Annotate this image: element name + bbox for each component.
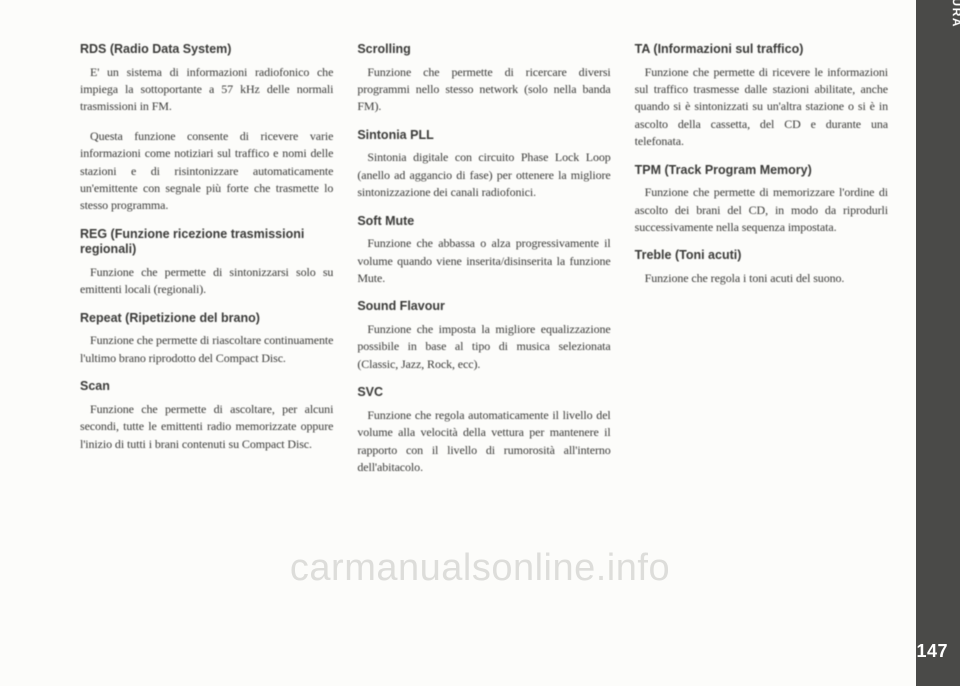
section-heading: RDS (Radio Data System) <box>80 42 333 58</box>
section-heading: Scrolling <box>357 42 610 58</box>
body-paragraph: Funzione che permette di ricercare diver… <box>357 64 610 116</box>
body-paragraph: Sintonia digitale con circuito Phase Loc… <box>357 149 610 201</box>
body-paragraph: Funzione che permette di ricevere le inf… <box>635 64 888 151</box>
section-heading: Soft Mute <box>357 214 610 230</box>
manual-page: RDS (Radio Data System) E' un sistema di … <box>0 0 960 686</box>
content-columns: RDS (Radio Data System) E' un sistema di … <box>80 42 888 488</box>
section-heading: Repeat (Ripetizione del brano) <box>80 311 333 327</box>
section-heading: Scan <box>80 379 333 395</box>
section-heading: Treble (Toni acuti) <box>635 248 888 264</box>
section-heading: SVC <box>357 385 610 401</box>
section-heading: TA (Informazioni sul traffico) <box>635 42 888 58</box>
page-number: 147 <box>916 641 948 662</box>
section-heading: TPM (Track Program Memory) <box>635 163 888 179</box>
body-paragraph: Funzione che regola automaticamente il l… <box>357 407 610 477</box>
body-paragraph: Funzione che permette di sintonizzarsi s… <box>80 264 333 299</box>
body-paragraph: Funzione che permette di ascoltare, per … <box>80 401 333 453</box>
column-right: TA (Informazioni sul traffico) Funzione c… <box>635 42 888 488</box>
section-heading: Sintonia PLL <box>357 128 610 144</box>
section-heading: Sound Flavour <box>357 299 610 315</box>
body-paragraph: Funzione che permette di memorizzare l'o… <box>635 184 888 236</box>
body-paragraph: Funzione che regola i toni acuti del suo… <box>635 270 888 287</box>
body-paragraph: Funzione che permette di riascoltare con… <box>80 332 333 367</box>
body-paragraph: Funzione che abbassa o alza progressivam… <box>357 235 610 287</box>
column-middle: Scrolling Funzione che permette di ricerc… <box>357 42 610 488</box>
column-left: RDS (Radio Data System) E' un sistema di … <box>80 42 333 488</box>
sidebar-label: CONOSCENZA DELLA VETTURA <box>950 0 960 28</box>
body-paragraph: Funzione che imposta la migliore equaliz… <box>357 321 610 373</box>
body-paragraph: E' un sistema di informazioni radiofonic… <box>80 64 333 116</box>
sidebar-tab: CONOSCENZA DELLA VETTURA 147 <box>916 0 960 686</box>
body-paragraph: Questa funzione consente di ricevere var… <box>80 128 333 215</box>
section-heading: REG (Funzione ricezione trasmissioni reg… <box>80 227 333 258</box>
watermark: carmanualsonline.info <box>0 547 960 590</box>
